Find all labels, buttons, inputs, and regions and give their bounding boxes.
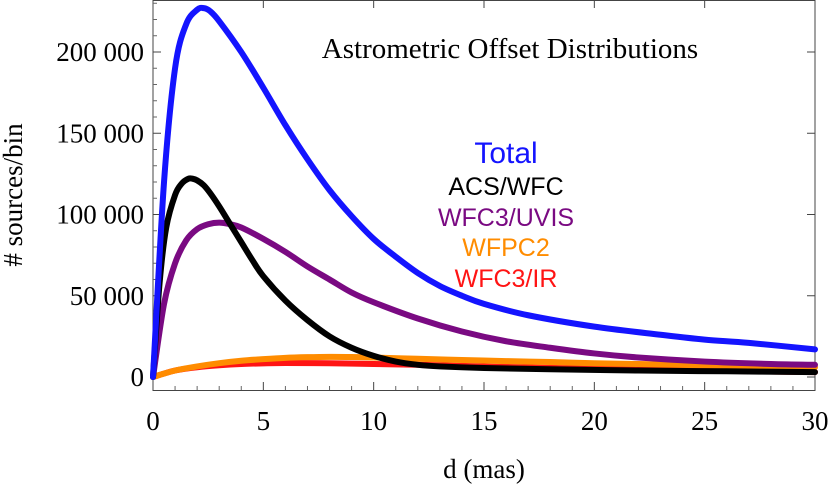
- y-tick-label: 100 000: [56, 200, 144, 230]
- series-lines-layer: [150, 4, 818, 380]
- series-line-wfc3-uvis: [150, 219, 818, 380]
- x-axis-label: d (mas): [443, 454, 525, 484]
- legend-label-acs-wfc: ACS/WFC: [448, 173, 563, 201]
- x-tick-label: 30: [802, 406, 829, 436]
- legend-label-total: Total: [474, 137, 537, 170]
- x-tick-label: 15: [471, 406, 498, 436]
- series-line-total: [150, 4, 818, 380]
- x-tick-label: 0: [146, 406, 160, 436]
- y-tick-label: 200 000: [56, 37, 144, 67]
- legend-label-wfpc2: WFPC2: [462, 234, 550, 262]
- x-tick-label: 25: [691, 406, 718, 436]
- ticks-layer: 0 5 10 15 20 25 30 0 50 000 100 000 150 000 200 000: [56, 0, 829, 436]
- series-line-wfpc2: [150, 353, 818, 380]
- x-tick-label: 10: [360, 406, 387, 436]
- y-tick-label: 150 000: [56, 118, 144, 148]
- y-tick-label: 50 000: [70, 281, 144, 311]
- chart-title: Astrometric Offset Distributions: [322, 33, 698, 65]
- y-axis-label: # sources/bin: [0, 123, 28, 267]
- legend-label-wfc3-uvis: WFC3/UVIS: [438, 204, 574, 232]
- y-tick-label: 0: [131, 362, 145, 392]
- series-line-acs-wfc: [150, 175, 818, 380]
- x-tick-label: 20: [581, 406, 608, 436]
- x-tick-label: 5: [257, 406, 271, 436]
- legend-label-wfc3-ir: WFC3/IR: [455, 265, 558, 293]
